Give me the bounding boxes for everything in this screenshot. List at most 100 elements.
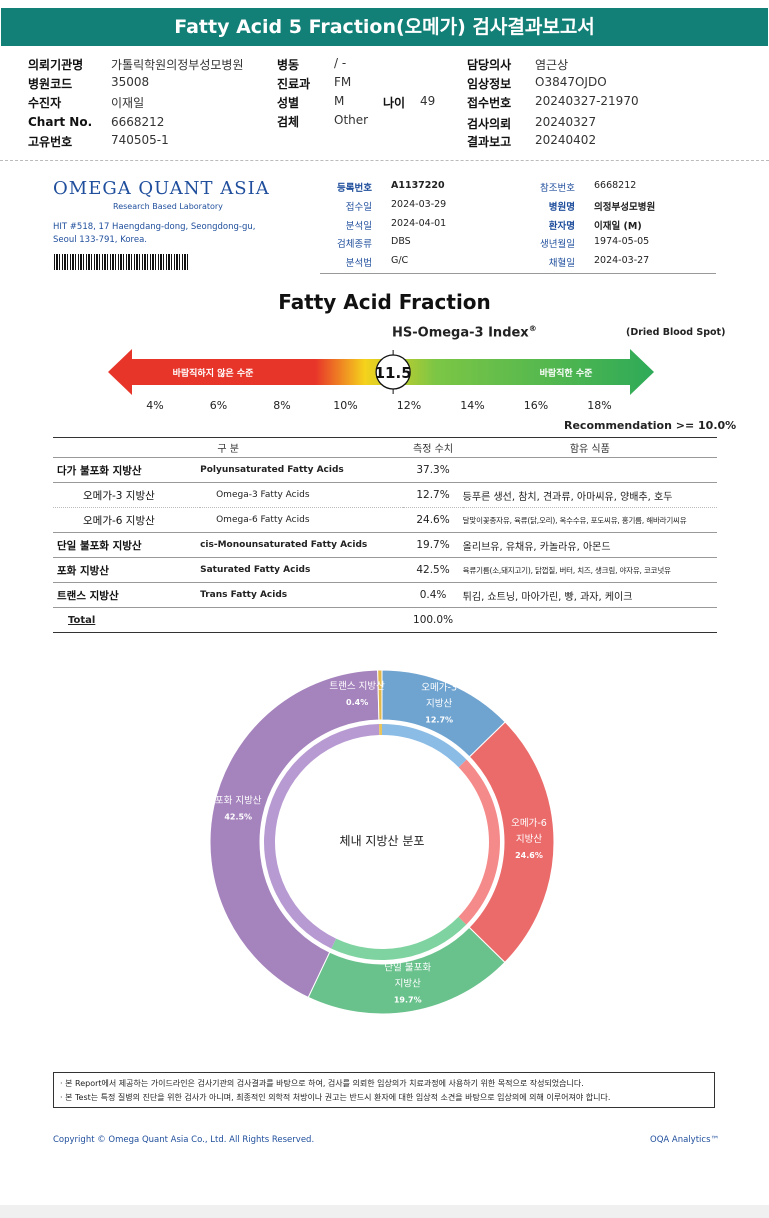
donut-slice-name: 포화 지방산 bbox=[215, 795, 262, 806]
table-row: 오메가-3 지방산 Omega-3 Fatty Acids 12.7% 등푸른 … bbox=[53, 483, 717, 508]
table-total-row: Total 100.0% bbox=[53, 608, 717, 633]
index-title: HS-Omega-3 Index® bbox=[392, 324, 537, 340]
index-value-circle bbox=[375, 354, 411, 390]
table-row: 단일 불포화 지방산 cis-Monounsaturated Fatty Aci… bbox=[53, 533, 717, 558]
report-label: 참조번호 bbox=[540, 183, 575, 194]
donut-slice-outer bbox=[377, 669, 383, 721]
donut-slice-value: 42.5% bbox=[224, 812, 252, 821]
row-food: 튀김, 쇼트닝, 마아가린, 빵, 과자, 케이크 bbox=[462, 591, 633, 603]
lab-address-line2: Seoul 133-791, Korea. bbox=[53, 235, 147, 245]
row-english-name: Saturated Fatty Acids bbox=[200, 565, 311, 575]
index-value-marker: 11.5 bbox=[375, 350, 412, 394]
report-label: 등록번호 bbox=[337, 183, 372, 194]
footer-brand: OQA Analytics™ bbox=[650, 1135, 719, 1145]
row-value: 19.7% bbox=[416, 539, 450, 551]
header-value: Other bbox=[334, 113, 369, 127]
donut-slice-label: 오메가-6 지방산 24.6% bbox=[511, 818, 547, 860]
report-value: 2024-04-01 bbox=[391, 218, 447, 229]
row-value: 42.5% bbox=[416, 564, 450, 576]
report-value: DBS bbox=[391, 236, 411, 247]
donut-slice-value: 12.7% bbox=[425, 716, 453, 725]
report-rule bbox=[320, 273, 716, 274]
header-label: 수진자 bbox=[28, 96, 62, 110]
row-english-name: Omega-3 Fatty Acids bbox=[216, 490, 310, 500]
header-label: 나이 bbox=[383, 96, 406, 110]
header-value: 가톨릭학원의정부성모병원 bbox=[111, 58, 244, 72]
donut-slice-outer bbox=[210, 669, 380, 999]
index-value: 11.5 bbox=[375, 364, 412, 382]
header-label: 결과보고 bbox=[467, 135, 512, 149]
scale-tick: 8% bbox=[273, 399, 291, 412]
row-korean-name: 포화 지방산 bbox=[57, 564, 109, 577]
report-label: 채혈일 bbox=[548, 258, 575, 269]
report-value: 1974-05-05 bbox=[594, 236, 650, 247]
row-food: 올리브유, 유채유, 카놀라유, 아몬드 bbox=[462, 541, 611, 553]
row-food: 육류기름(소,돼지고기), 닭껍질, 버터, 치즈, 생크림, 야자유, 코코넛… bbox=[462, 565, 671, 575]
donut-slice-inner bbox=[264, 724, 380, 949]
report-value: A1137220 bbox=[391, 180, 445, 191]
scale-left-label: 바람직하지 않은 수준 bbox=[173, 367, 254, 379]
header-label: 고유번호 bbox=[28, 135, 73, 149]
report-label: 검체종류 bbox=[337, 239, 372, 250]
donut-slice-value: 0.4% bbox=[346, 698, 368, 707]
row-english-name: cis-Monounsaturated Fatty Acids bbox=[200, 540, 368, 550]
donut-slice-value: 19.7% bbox=[394, 996, 422, 1005]
donut-center-label: 체내 지방산 분포 bbox=[340, 834, 425, 848]
report-label: 분석일 bbox=[345, 221, 372, 232]
table-header-category: 구 분 bbox=[217, 444, 239, 455]
table-row: 다가 불포화 지방산 Polyunsaturated Fatty Acids 3… bbox=[53, 458, 717, 483]
row-value: 12.7% bbox=[416, 489, 450, 501]
header-label: 검사의뢰 bbox=[467, 117, 512, 131]
slice-labels: 오메가-3 지방산 12.7%오메가-6 지방산 24.6%단일 불포화 지방산 19.7%… bbox=[215, 681, 547, 1005]
donut-slice-name: 트랜스 지방산 bbox=[329, 681, 385, 692]
header-value: 49 bbox=[420, 94, 436, 108]
donut-slice-label: 트랜스 지방산 0.4% bbox=[329, 681, 385, 707]
row-value: 24.6% bbox=[416, 514, 450, 526]
report-banner-title: Fatty Acid 5 Fraction(오메가) 검사결과보고서 bbox=[1, 8, 768, 46]
donut-slice-name: 지방산 bbox=[516, 834, 542, 845]
scale-right-label: 바람직한 수준 bbox=[540, 367, 593, 379]
table-header-food: 함유 식품 bbox=[569, 444, 610, 455]
report-value: 6668212 bbox=[594, 180, 637, 191]
scale-tick: 10% bbox=[333, 399, 358, 412]
disclaimer-box: · 본 Report에서 제공하는 가이드라인은 검사기관의 검사결과를 바탕으… bbox=[53, 1072, 715, 1108]
row-food: 등푸른 생선, 참치, 견과류, 아마씨유, 양배추, 호두 bbox=[462, 491, 673, 503]
lab-address-line1: HIT #518, 17 Haengdang-dong, Seongdong-g… bbox=[53, 222, 256, 232]
row-food bbox=[463, 458, 717, 483]
row-korean-name: 오메가-6 지방산 bbox=[83, 514, 155, 527]
outer-ring bbox=[210, 669, 554, 1015]
header-value: 740505-1 bbox=[111, 133, 169, 147]
scale-tick: 6% bbox=[209, 399, 228, 412]
donut-slice-label: 단일 불포화 지방산 19.7% bbox=[384, 963, 431, 1005]
header-label: 접수번호 bbox=[467, 96, 512, 110]
scale-tick: 18% bbox=[587, 399, 612, 412]
header-value: 35008 bbox=[111, 75, 150, 89]
row-english-name: Polyunsaturated Fatty Acids bbox=[200, 465, 344, 475]
row-korean-name: 트랜스 지방산 bbox=[57, 589, 119, 602]
header-value: 6668212 bbox=[111, 115, 165, 129]
donut-slice-inner bbox=[458, 759, 500, 925]
table-row: 포화 지방산 Saturated Fatty Acids 42.5% 육류기름(… bbox=[53, 558, 717, 583]
report-value: G/C bbox=[391, 255, 409, 266]
table-row: 오메가-6 지방산 Omega-6 Fatty Acids 24.6% 달맞이꽃… bbox=[53, 508, 717, 533]
total-label: Total bbox=[68, 614, 96, 626]
lab-logo: OMEGA QUANT ASIA bbox=[53, 178, 270, 199]
disclaimer-line: · 본 Test는 특정 질병의 진단을 위한 검사가 아니며, 최종적인 의학… bbox=[60, 1093, 611, 1102]
donut-slice-inner bbox=[379, 724, 382, 736]
row-value: 37.3% bbox=[416, 464, 450, 476]
header-value: 20240402 bbox=[535, 133, 597, 147]
row-korean-name: 오메가-3 지방산 bbox=[83, 489, 155, 502]
donut-slice-value: 24.6% bbox=[515, 851, 543, 860]
donut-slice-label: 포화 지방산 42.5% bbox=[215, 795, 262, 821]
report-value: 이재일 (M) bbox=[594, 221, 642, 232]
header-label: 담당의사 bbox=[467, 58, 512, 72]
header-label: 임상정보 bbox=[467, 77, 512, 91]
header-value: 20240327 bbox=[535, 115, 597, 129]
header-value: FM bbox=[334, 75, 352, 89]
omega3-index-scale: 바람직하지 않은 수준 바람직한 수준 11.5 bbox=[108, 349, 654, 395]
report-value: 2024-03-29 bbox=[391, 199, 447, 210]
report-label: 분석법 bbox=[345, 258, 372, 269]
report-label: 생년월일 bbox=[540, 239, 575, 250]
scale-tick: 4% bbox=[146, 399, 164, 412]
